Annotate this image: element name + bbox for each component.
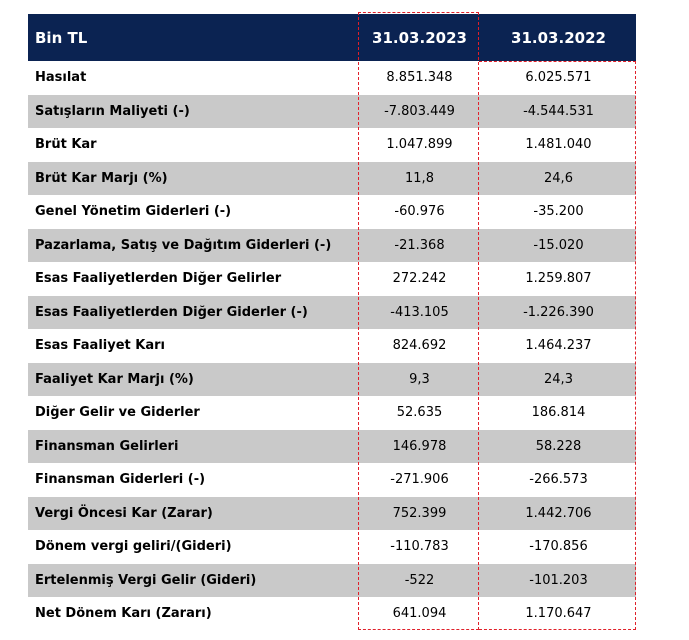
row-label: Brüt Kar Marjı (%) xyxy=(35,170,168,186)
row-value-2023: -522 xyxy=(404,572,435,588)
table-row: Finansman Gelirleri 146.978 58.228 xyxy=(28,429,636,463)
row-value-2022: -1.226.390 xyxy=(523,304,594,320)
row-value-2023: -110.783 xyxy=(390,539,449,555)
row-value-2022: -35.200 xyxy=(533,204,584,220)
table-row: Ertelenmiş Vergi Gelir (Gideri) -522 -101.… xyxy=(28,563,636,597)
table-row: Brüt Kar Marjı (%) 11,8 24,6 xyxy=(28,161,636,195)
table-row: Diğer Gelir ve Giderler 52.635 186.814 xyxy=(28,396,636,430)
header-col-2022: 31.03.2022 xyxy=(511,28,606,47)
row-value-2022: 186.814 xyxy=(531,405,586,421)
row-value-2023: -21.368 xyxy=(394,237,445,253)
table-row: Esas Faaliyet Karı 824.692 1.464.237 xyxy=(28,329,636,363)
table-row: Finansman Giderleri (-) -271.906 -266.573 xyxy=(28,463,636,497)
row-value-2023: 9,3 xyxy=(409,371,430,387)
row-value-2022: 1.170.647 xyxy=(525,606,592,622)
row-label: Net Dönem Karı (Zararı) xyxy=(35,606,212,622)
row-label: Esas Faaliyetlerden Diğer Gelirler xyxy=(35,271,282,287)
row-value-2022: -4.544.531 xyxy=(523,103,594,119)
row-value-2022: 6.025.571 xyxy=(525,70,592,86)
row-label: Hasılat xyxy=(35,70,87,86)
row-value-2022: 58.228 xyxy=(535,438,582,454)
table-row: Brüt Kar 1.047.899 1.481.040 xyxy=(28,128,636,162)
row-value-2023: 8.851.348 xyxy=(386,70,453,86)
row-value-2023: 1.047.899 xyxy=(386,137,453,153)
row-value-2022: 1.259.807 xyxy=(525,271,592,287)
row-label: Faaliyet Kar Marjı (%) xyxy=(35,371,194,387)
table-row: Dönem vergi geliri/(Gideri) -110.783 -170.… xyxy=(28,530,636,564)
row-value-2022: -170.856 xyxy=(529,539,588,555)
row-label: Finansman Gelirleri xyxy=(35,438,179,454)
table-row: Net Dönem Karı (Zararı) 641.094 1.170.647 xyxy=(28,597,636,631)
table-header: Bin TL 31.03.2023 31.03.2022 xyxy=(28,14,636,61)
row-value-2023: 146.978 xyxy=(392,438,447,454)
row-value-2022: 1.442.706 xyxy=(525,505,592,521)
row-value-2023: 11,8 xyxy=(405,170,434,186)
row-value-2022: 24,6 xyxy=(544,170,573,186)
row-value-2022: -101.203 xyxy=(529,572,588,588)
row-value-2023: 52.635 xyxy=(396,405,443,421)
row-value-2023: 641.094 xyxy=(392,606,447,622)
table-row: Satışların Maliyeti (-) -7.803.449 -4.544.… xyxy=(28,94,636,128)
row-label: Vergi Öncesi Kar (Zarar) xyxy=(35,505,213,521)
row-label: Ertelenmiş Vergi Gelir (Gideri) xyxy=(35,572,257,588)
row-value-2023: 824.692 xyxy=(392,338,447,354)
row-label: Genel Yönetim Giderleri (-) xyxy=(35,204,232,220)
table-row: Faaliyet Kar Marjı (%) 9,3 24,3 xyxy=(28,362,636,396)
row-value-2022: 1.464.237 xyxy=(525,338,592,354)
row-label: Pazarlama, Satış ve Dağıtım Giderleri (-… xyxy=(35,237,332,253)
row-label: Esas Faaliyetlerden Diğer Giderler (-) xyxy=(35,304,308,320)
row-value-2023: 272.242 xyxy=(392,271,447,287)
table-row: Esas Faaliyetlerden Diğer Gelirler 272.24… xyxy=(28,262,636,296)
header-label: Bin TL xyxy=(35,28,88,47)
table-row: Pazarlama, Satış ve Dağıtım Giderleri (-… xyxy=(28,228,636,262)
table-row: Vergi Öncesi Kar (Zarar) 752.399 1.442.706 xyxy=(28,496,636,530)
table-row: Esas Faaliyetlerden Diğer Giderler (-) -4… xyxy=(28,295,636,329)
row-value-2023: -271.906 xyxy=(390,472,449,488)
row-label: Finansman Giderleri (-) xyxy=(35,472,206,488)
row-label: Satışların Maliyeti (-) xyxy=(35,103,190,119)
row-value-2022: -15.020 xyxy=(533,237,584,253)
row-value-2023: -7.803.449 xyxy=(384,103,455,119)
row-value-2022: 1.481.040 xyxy=(525,137,592,153)
row-label: Esas Faaliyet Karı xyxy=(35,338,165,354)
header-col-2023: 31.03.2023 xyxy=(372,28,467,47)
row-label: Diğer Gelir ve Giderler xyxy=(35,405,200,421)
table-row: Genel Yönetim Giderleri (-) -60.976 -35.20… xyxy=(28,195,636,229)
row-value-2023: -60.976 xyxy=(394,204,445,220)
row-value-2022: 24,3 xyxy=(544,371,573,387)
row-label: Dönem vergi geliri/(Gideri) xyxy=(35,539,232,555)
table-body: Hasılat 8.851.348 6.025.571 Satışların Mali… xyxy=(28,61,636,631)
row-value-2023: -413.105 xyxy=(390,304,449,320)
financial-table: Bin TL 31.03.2023 31.03.2022 Hasılat 8.85… xyxy=(28,14,636,631)
row-value-2022: -266.573 xyxy=(529,472,588,488)
row-value-2023: 752.399 xyxy=(392,505,447,521)
table-row: Hasılat 8.851.348 6.025.571 xyxy=(28,61,636,95)
row-label: Brüt Kar xyxy=(35,137,97,153)
